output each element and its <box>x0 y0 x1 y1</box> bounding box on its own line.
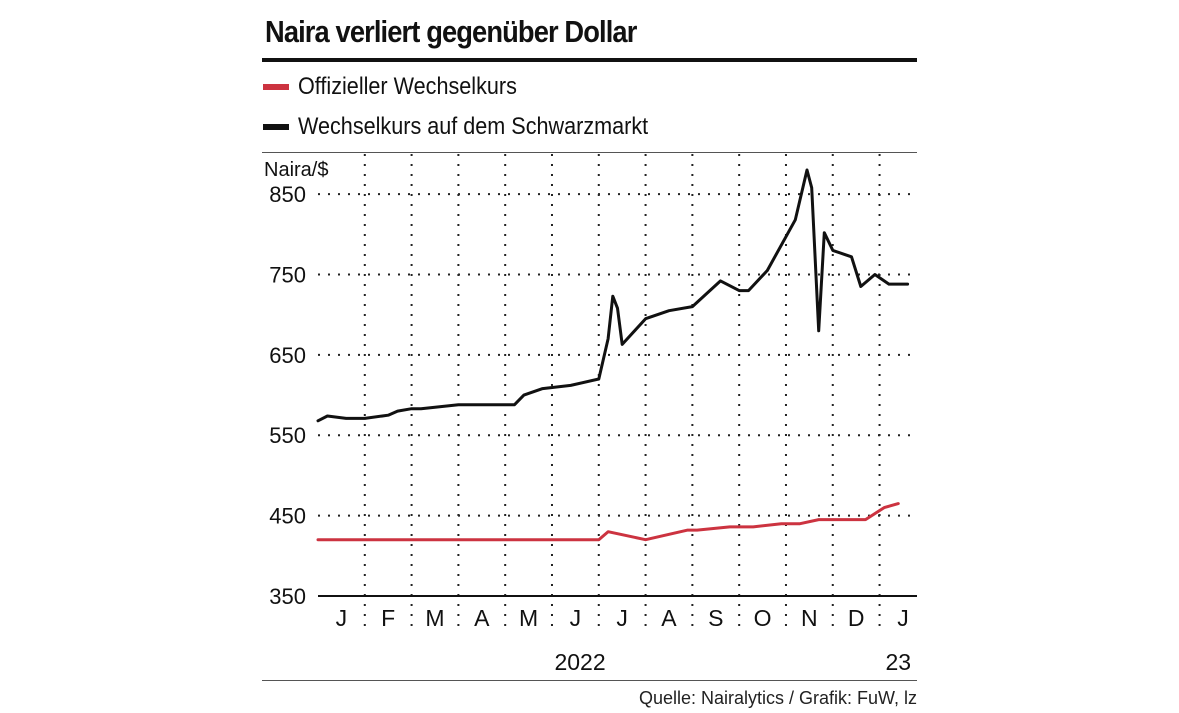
y-tick-label: 450 <box>269 504 306 529</box>
legend-label-black-market: Wechselkurs auf dem Schwarzmarkt <box>298 113 649 140</box>
legend-divider <box>262 152 917 153</box>
y-axis-label: Naira/$ <box>264 159 328 181</box>
legend-swatch-official <box>263 84 289 90</box>
month-tick-label: D <box>848 605 865 631</box>
legend-item-official: Offizieller Wechselkurs <box>263 72 541 102</box>
month-tick-label: O <box>754 605 772 631</box>
month-tick-label: N <box>801 605 818 631</box>
month-tick-label: A <box>474 605 490 631</box>
year-label: 23 <box>885 649 911 675</box>
legend-swatch-black-market <box>263 124 289 130</box>
footer-divider <box>262 680 917 681</box>
y-tick-label: 750 <box>269 262 306 287</box>
source-note: Quelle: Nairalytics / Grafik: FuW, lz <box>638 688 917 708</box>
y-tick-label: 650 <box>269 343 306 368</box>
month-tick-label: M <box>519 605 538 631</box>
legend-item-black-market: Wechselkurs auf dem Schwarzmarkt <box>263 112 687 142</box>
month-tick-label: A <box>661 605 677 631</box>
series-line-official <box>316 502 900 542</box>
month-tick-label: J <box>336 605 348 631</box>
legend-label-official: Offizieller Wechselkurs <box>298 73 517 100</box>
month-tick-label: J <box>570 605 582 631</box>
month-tick-label: M <box>425 605 444 631</box>
title-rule <box>262 58 917 62</box>
y-tick-label: 850 <box>269 182 306 207</box>
y-tick-label: 350 <box>269 584 306 609</box>
y-tick-label: 550 <box>269 423 306 448</box>
month-tick-label: S <box>708 605 723 631</box>
chart-title: Naira verliert gegenüber Dollar <box>265 14 637 49</box>
year-label: 2022 <box>554 649 605 675</box>
series-line-black-market <box>316 168 910 423</box>
month-tick-label: J <box>897 605 909 631</box>
month-tick-label: J <box>616 605 628 631</box>
month-tick-label: F <box>381 605 395 631</box>
